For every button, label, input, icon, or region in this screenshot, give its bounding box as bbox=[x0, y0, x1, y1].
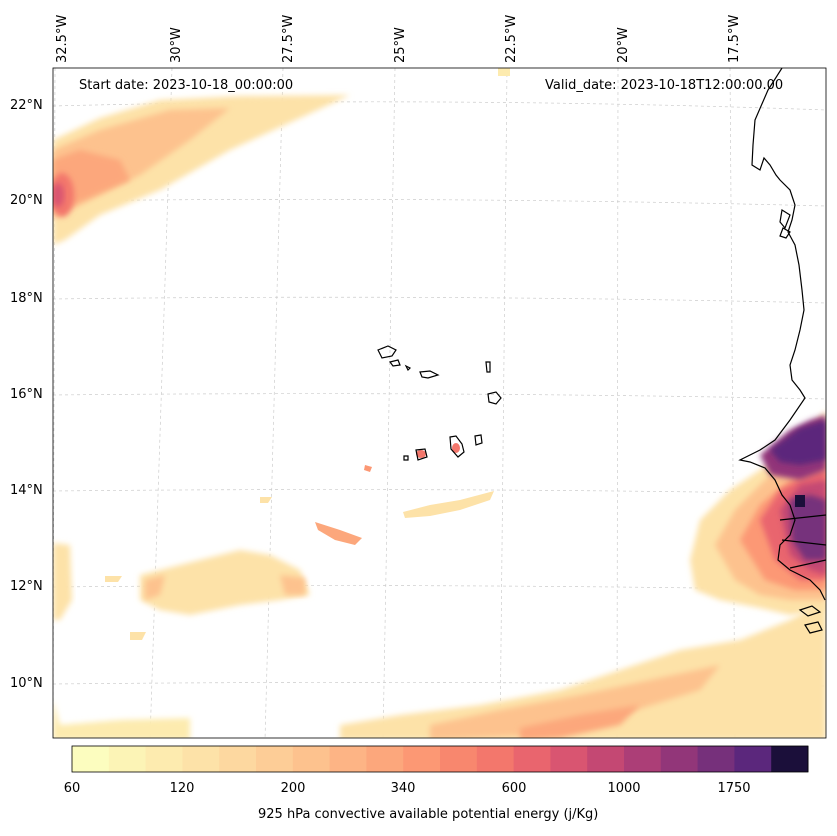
lon-label-20w: 20°W bbox=[616, 27, 631, 63]
colorbar-segment bbox=[734, 746, 772, 772]
lon-label-17-5w: 17.5°W bbox=[727, 14, 742, 63]
map-panel bbox=[53, 68, 826, 738]
colorbar-segment bbox=[72, 746, 110, 772]
colorbar-segment bbox=[219, 746, 257, 772]
colorbar-segment bbox=[771, 746, 809, 772]
lon-label-22-5w: 22.5°W bbox=[504, 14, 519, 63]
colorbar-tick: 1000 bbox=[607, 781, 641, 796]
lat-label-16n: 16°N bbox=[10, 387, 43, 402]
colorbar-segment bbox=[403, 746, 441, 772]
lat-label-12n: 12°N bbox=[10, 579, 43, 594]
colorbar-frame bbox=[71, 745, 809, 773]
colorbar-tick: 60 bbox=[63, 781, 81, 796]
colorbar-segment bbox=[697, 746, 735, 772]
colorbar-segment bbox=[476, 746, 515, 772]
lon-label-27-5w: 27.5°W bbox=[281, 14, 296, 63]
colorbar-segment bbox=[660, 746, 699, 772]
colorbar-segment bbox=[550, 746, 588, 772]
colorbar-tick: 340 bbox=[390, 781, 416, 796]
lat-label-14n: 14°N bbox=[10, 483, 43, 498]
start-date-label: Start date: 2023-10-18_00:00:00 bbox=[79, 78, 294, 93]
colorbar-tick: 1750 bbox=[717, 781, 751, 796]
colorbar-segment bbox=[366, 746, 404, 772]
colorbar-segment bbox=[624, 746, 662, 772]
cape-verde-islands bbox=[377, 345, 502, 461]
lat-label-18n: 18°N bbox=[10, 291, 43, 306]
colorbar-segment bbox=[329, 746, 367, 772]
lon-label-32-5w: 32.5°W bbox=[55, 14, 70, 63]
colorbar-segment bbox=[145, 746, 183, 772]
colorbar-segment bbox=[108, 746, 147, 772]
colorbar-segment bbox=[292, 746, 331, 772]
colorbar-tick: 600 bbox=[501, 781, 527, 796]
map-frame bbox=[52, 67, 827, 739]
colorbar-segment bbox=[513, 746, 551, 772]
lon-label-25w: 25°W bbox=[393, 27, 408, 63]
colorbar-segment bbox=[587, 746, 625, 772]
coastlines bbox=[738, 68, 826, 634]
lat-label-10n: 10°N bbox=[10, 676, 43, 691]
cape-patch-west bbox=[140, 550, 310, 615]
colorbar bbox=[72, 746, 809, 772]
colorbar-segment bbox=[440, 746, 478, 772]
lat-label-22n: 22°N bbox=[10, 98, 43, 113]
lat-label-20n: 20°N bbox=[10, 193, 43, 208]
valid-date-label: Valid_date: 2023-10-18T12:00:00.00 bbox=[545, 78, 784, 93]
african-coastline bbox=[738, 68, 826, 601]
colorbar-segment bbox=[256, 746, 294, 772]
colorbar-tick: 200 bbox=[280, 781, 306, 796]
cape-contours bbox=[53, 95, 826, 738]
cape-band-south bbox=[340, 600, 826, 738]
colorbar-tick: 120 bbox=[169, 781, 195, 796]
lon-label-30w: 30°W bbox=[169, 27, 184, 63]
colorbar-label: 925 hPa convective available potential e… bbox=[258, 807, 599, 822]
colorbar-segment bbox=[182, 746, 220, 772]
